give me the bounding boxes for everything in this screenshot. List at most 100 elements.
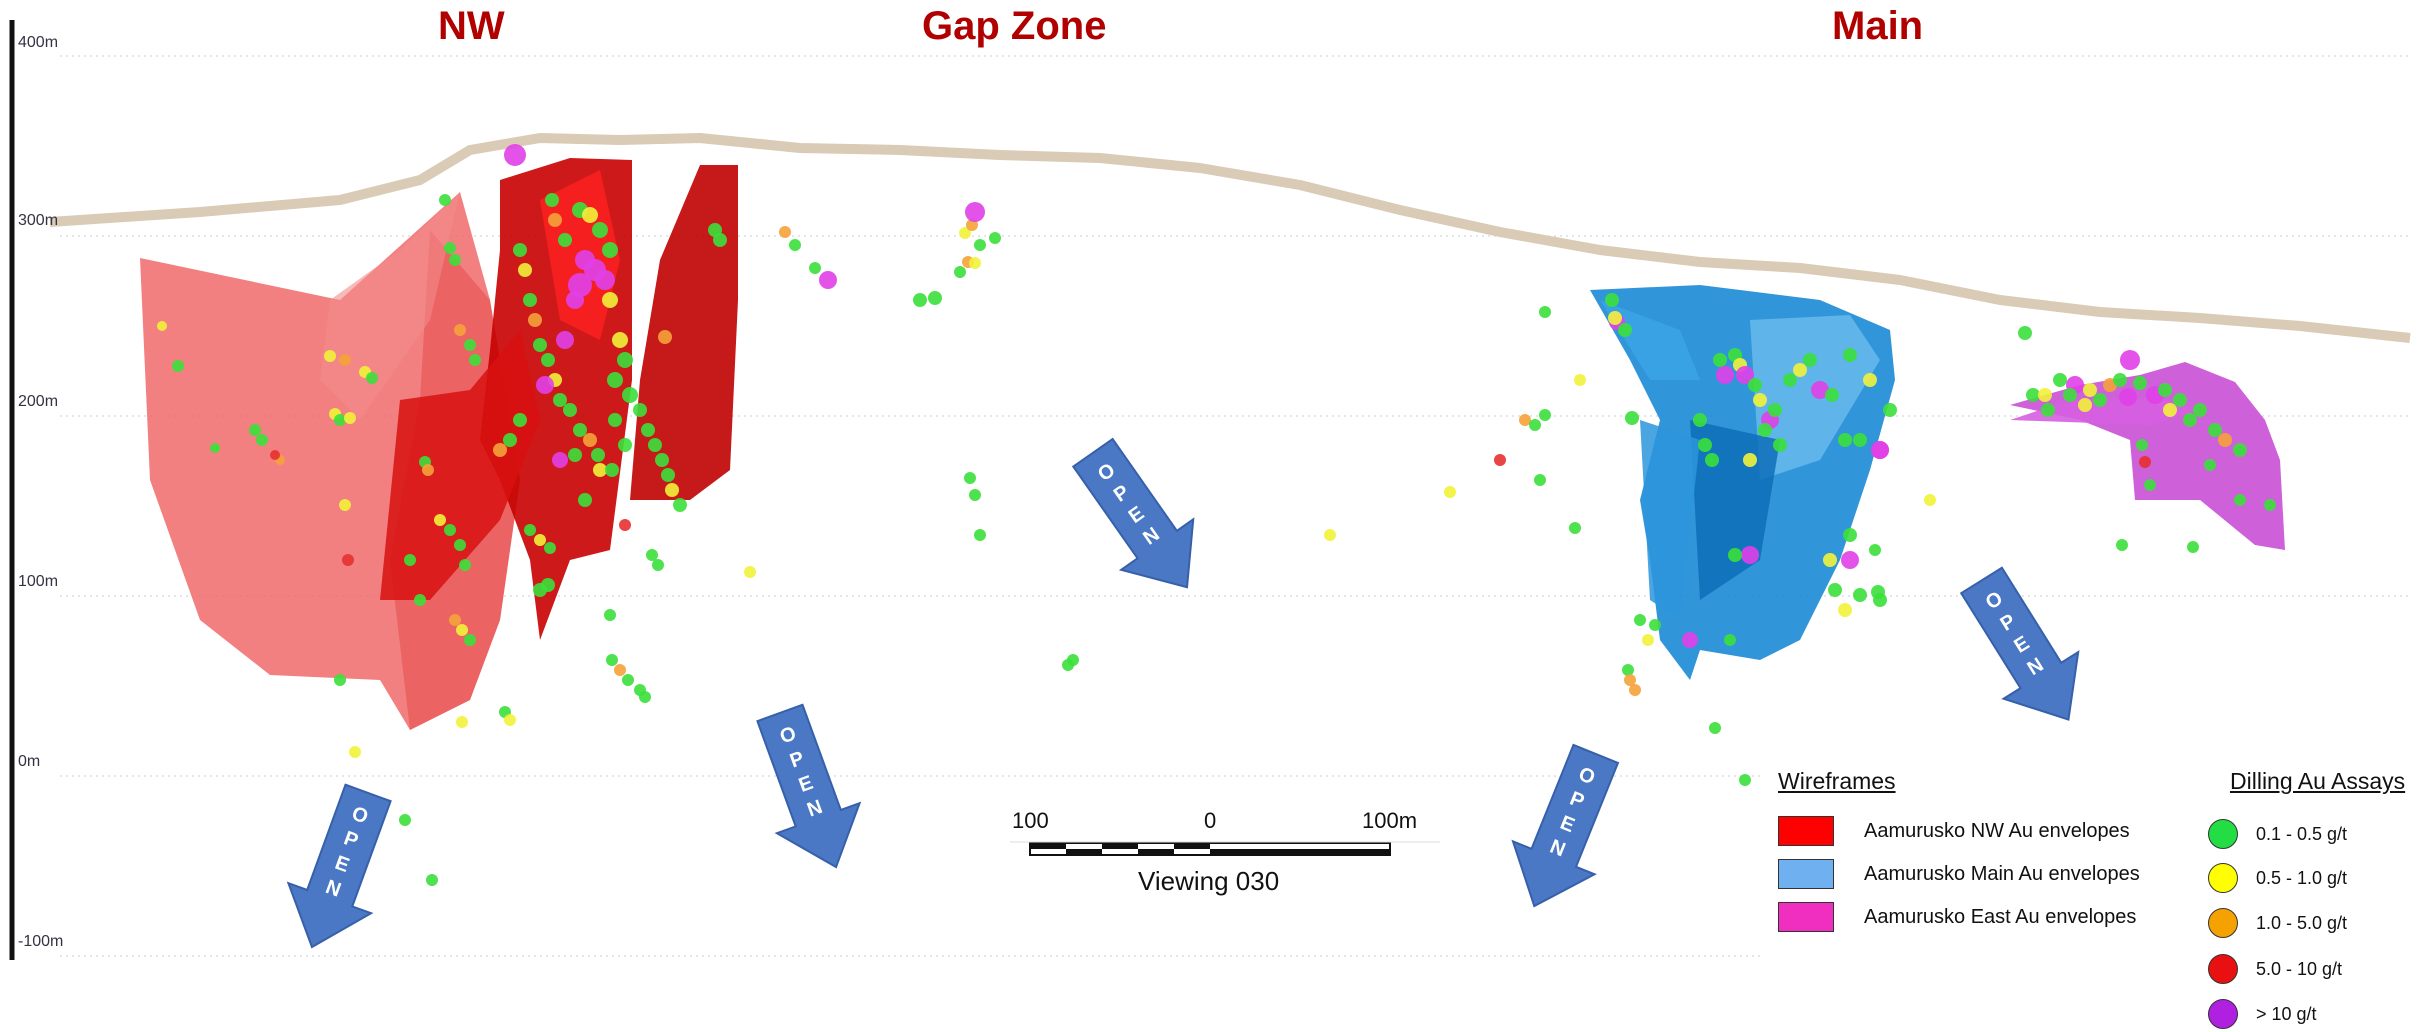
assay-points [157,144,2276,886]
assay-point [582,207,598,223]
assay-point [1624,674,1636,686]
assay-point [533,583,547,597]
assay-point [573,423,587,437]
assay-point [2120,350,2140,370]
assay-point [607,372,623,388]
assay-point [1324,529,1336,541]
legend-assay-label: 5.0 - 10 g/t [2256,958,2343,979]
assay-point [1534,474,1546,486]
assay-point [1539,409,1551,421]
assay-point [2133,376,2147,390]
assay-point [602,292,618,308]
assay-point [2063,388,2077,402]
assay-point [2078,398,2092,412]
assay-point [913,293,927,307]
assay-point [648,438,662,452]
assay-point [1753,393,1767,407]
assay-point [819,271,837,289]
assay-point [1843,348,1857,362]
topography-surface [49,133,2411,343]
assay-point [1713,353,1727,367]
assay-point [210,443,220,453]
assay-point [1444,486,1456,498]
open-arrow: OPEN [1511,743,1620,908]
assay-point [1828,583,1842,597]
assay-point [2233,443,2247,457]
open-arrows: OPEN OPEN OPEN OPEN OPEN [286,437,2080,949]
assay-point [553,393,567,407]
assay-point [1871,441,1889,459]
assay-point [974,529,986,541]
assay-point [1693,413,1707,427]
legend-assay-item: 5.0 - 10 g/t [2208,951,2342,987]
elevation-label: 400m [18,34,59,51]
assay-point [583,433,597,447]
assay-point [464,339,476,351]
assay-point [1709,722,1721,734]
assay-point [809,262,821,274]
assay-point [249,424,261,436]
legend-assay-item: 1.0 - 5.0 g/t [2208,905,2347,941]
assay-point [1841,551,1859,569]
assay-point [602,242,618,258]
legend-assay-item: > 10 g/t [2208,996,2317,1032]
assay-point [556,331,574,349]
assay-point [270,450,280,460]
assay-point [2163,403,2177,417]
elevation-label: 200m [18,393,59,410]
assay-point [1793,363,1807,377]
assay-point [989,232,1001,244]
elevation-label: 100m [18,573,59,590]
assay-point [665,483,679,497]
assay-point [2234,494,2246,506]
assay-point [639,691,651,703]
assay-point [713,233,727,247]
assay-point [256,434,268,446]
assay-point [536,376,554,394]
assay-point [2018,326,2032,340]
assay-point [434,514,446,526]
assay-point [1539,306,1551,318]
legend-dot [2208,954,2238,984]
elevation-label: -100m [18,933,64,950]
assay-point [1873,593,1887,607]
legend-assay-item: 0.5 - 1.0 g/t [2208,860,2347,896]
assay-point [655,453,669,467]
assay-point [513,243,527,257]
assay-point [1618,323,1632,337]
assay-point [2053,373,2067,387]
assay-point [503,433,517,447]
assay-point [779,226,791,238]
assay-point [339,354,351,366]
legend-wireframe-label: Aamurusko Main Au envelopes [1864,862,2140,885]
assay-point [1748,378,1762,392]
assay-point [652,559,664,571]
zone-title-main: Main [1832,4,1924,48]
legend-assay-label: 0.1 - 0.5 g/t [2256,823,2348,844]
assay-point [1803,353,1817,367]
legend-dot [2208,908,2238,938]
assay-point [464,634,476,646]
assay-point [1728,548,1742,562]
assay-point [965,202,985,222]
assay-point [974,239,986,251]
legend-wireframe-item: Aamurusko East Au envelopes [1778,901,2136,933]
assay-point [493,443,507,457]
scale-right-label: 100m [1362,808,1418,833]
assay-point [444,524,456,536]
assay-point [1741,546,1759,564]
assay-point [1869,544,1881,556]
open-arrow: OPEN [1959,566,2080,721]
assay-point [1605,293,1619,307]
assay-point [1634,614,1646,626]
assay-point [1739,774,1751,786]
zone-title-nw: NW [438,4,505,48]
assay-point [578,493,592,507]
assay-point [459,559,471,571]
open-arrow: OPEN [1071,437,1195,589]
assay-point [541,353,555,367]
assay-point [518,263,532,277]
assay-point [444,242,456,254]
assay-point [1823,553,1837,567]
assay-point [2218,433,2232,447]
